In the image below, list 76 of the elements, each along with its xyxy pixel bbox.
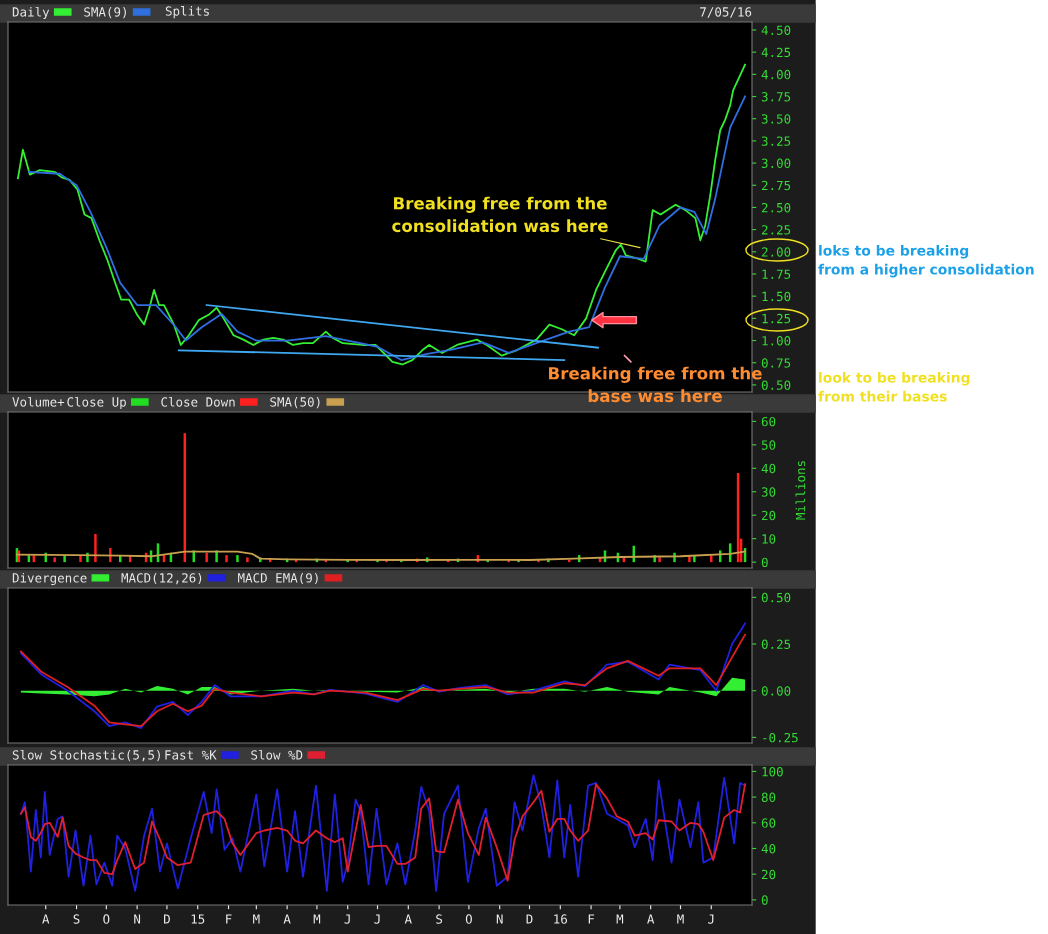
y-tick-label: 4.50 bbox=[761, 25, 791, 35]
text: Splits bbox=[165, 6, 209, 19]
y-tick-label: 0 bbox=[761, 557, 768, 568]
x-tick-label: J bbox=[344, 914, 350, 924]
y-tick-label: 100 bbox=[762, 766, 783, 777]
y-axis-title: Millions bbox=[795, 461, 806, 520]
y-tick-label: 0.50 bbox=[761, 380, 791, 390]
y-tick-label: 2.75 bbox=[761, 180, 791, 191]
x-tick-label: O bbox=[103, 914, 110, 924]
chart-subtitle: 7/05/16 bbox=[700, 7, 752, 18]
y-tick-label: 30 bbox=[761, 487, 776, 497]
y-tick-label: 80 bbox=[761, 792, 776, 803]
x-tick-label: F bbox=[226, 914, 232, 924]
legend-label: Daily bbox=[12, 6, 50, 20]
y-tick-label: 1.00 bbox=[762, 336, 791, 346]
y-tick-label: 3.00 bbox=[761, 158, 791, 169]
x-tick-label: F bbox=[588, 914, 595, 924]
legend-label: MACD(12,26) bbox=[121, 572, 202, 585]
y-tick-label: 60 bbox=[761, 416, 776, 427]
legend-label: SMA(50) bbox=[270, 397, 320, 409]
legend-label: Slow %D bbox=[251, 749, 303, 760]
x-tick-label: S bbox=[436, 914, 443, 924]
y-tick-label: 40 bbox=[761, 843, 776, 854]
x-tick-label: J bbox=[374, 914, 380, 924]
y-tick-label: -0.25 bbox=[763, 732, 798, 743]
x-tick-label: D bbox=[526, 914, 533, 924]
y-tick-label: 10 bbox=[762, 534, 776, 544]
x-tick-label: S bbox=[73, 914, 80, 924]
y-tick-label: 60 bbox=[761, 818, 776, 828]
y-tick-label: 0.75 bbox=[761, 358, 791, 368]
y-tick-label: 3.75 bbox=[761, 92, 791, 102]
y-tick-label: 1.25 bbox=[762, 313, 791, 324]
y-tick-label: 2.25 bbox=[761, 225, 791, 235]
y-tick-label: 3.50 bbox=[761, 114, 791, 124]
x-tick-label: N bbox=[496, 914, 503, 924]
legend-label: Divergence bbox=[12, 572, 87, 586]
legend-label: MACD EMA(9) bbox=[238, 572, 318, 585]
x-tick-label: M bbox=[616, 914, 624, 924]
y-tick-label: 2.00 bbox=[761, 247, 791, 257]
x-tick-label: 15 bbox=[191, 914, 205, 924]
legend-label: Fast %K bbox=[165, 750, 217, 760]
y-tick-label: 1.50 bbox=[762, 291, 791, 302]
y-tick-label: 40 bbox=[761, 463, 776, 474]
annotation: Breaking free from the base was here bbox=[549, 366, 762, 403]
legend-label: SMA(9) bbox=[84, 7, 126, 19]
chart-title: Volume+ bbox=[12, 396, 65, 407]
x-tick-label: N bbox=[134, 914, 141, 924]
y-tick-label: 3.25 bbox=[761, 136, 791, 146]
y-tick-label: 4.25 bbox=[761, 47, 791, 58]
y-tick-label: 4.00 bbox=[761, 69, 791, 80]
x-tick-label: M bbox=[677, 914, 684, 924]
legend-label: Close Up bbox=[67, 396, 126, 410]
y-tick-label: 0.50 bbox=[761, 592, 791, 603]
y-tick-label: 0.00 bbox=[761, 686, 791, 696]
annotation: Breaking free from the consolidation was here bbox=[392, 196, 608, 233]
y-tick-label: 50 bbox=[761, 440, 776, 450]
x-tick-label: M bbox=[253, 914, 260, 924]
x-tick-label: A bbox=[404, 914, 412, 924]
x-tick-label: A bbox=[283, 914, 291, 924]
x-tick-label: 16 bbox=[554, 914, 567, 924]
x-tick-label: M bbox=[313, 914, 321, 924]
y-tick-label: 0.25 bbox=[761, 639, 791, 649]
y-tick-label: 0 bbox=[761, 895, 768, 905]
text: look to be breaking from their bases bbox=[818, 372, 970, 402]
x-tick-label: D bbox=[164, 914, 170, 924]
y-tick-label: 20 bbox=[761, 869, 776, 880]
y-tick-label: 2.50 bbox=[761, 202, 791, 213]
y-tick-label: 1.75 bbox=[762, 269, 791, 279]
chart-title: Slow Stochastic(5,5) bbox=[12, 749, 160, 762]
x-tick-label: A bbox=[42, 914, 50, 924]
text: loks to be breaking from a higher consolidation bbox=[818, 245, 1034, 278]
y-tick-label: 20 bbox=[761, 510, 776, 521]
x-tick-label: O bbox=[465, 914, 472, 924]
x-tick-label: A bbox=[647, 914, 655, 924]
legend-label: Close Down bbox=[161, 396, 235, 407]
x-tick-label: J bbox=[708, 914, 714, 924]
